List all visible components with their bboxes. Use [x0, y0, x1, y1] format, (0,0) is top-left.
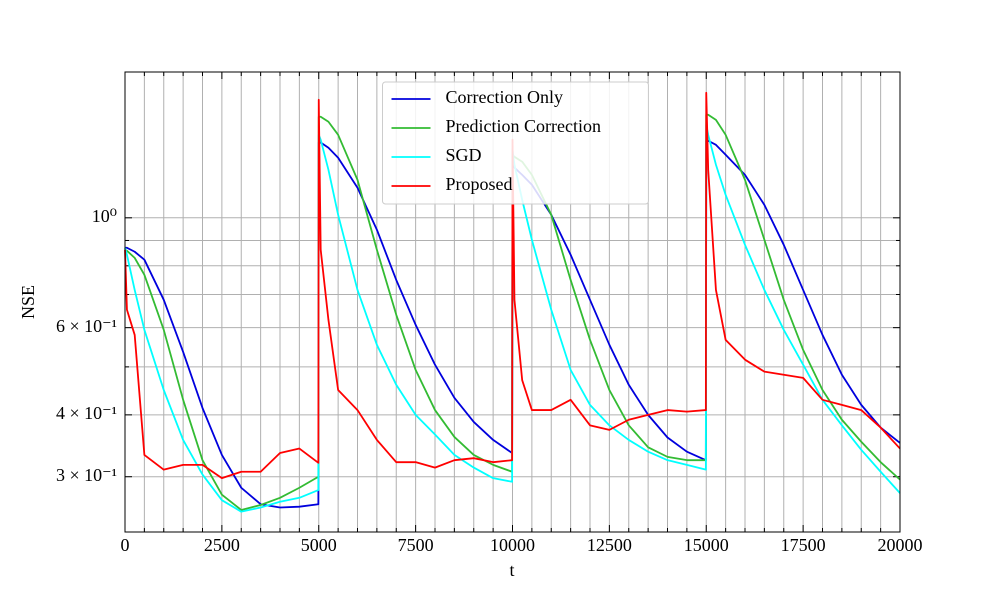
x-axis-label: t [509, 560, 514, 580]
x-tick-label: 7500 [398, 535, 434, 555]
legend-box [382, 81, 649, 205]
y-tick-label: 4 × 10⁻¹ [56, 403, 117, 423]
y-tick-label: 10⁰ [92, 206, 117, 226]
x-tick-label: 17500 [781, 535, 826, 555]
legend-label: Prediction Correction [446, 116, 601, 136]
x-tick-label: 2500 [204, 535, 240, 555]
x-tick-label: 20000 [878, 535, 923, 555]
x-tick-label: 10000 [490, 535, 535, 555]
x-tick-label: 12500 [587, 535, 632, 555]
plot-frame [124, 71, 901, 533]
y-tick-label: 6 × 10⁻¹ [56, 316, 117, 336]
x-tick-label: 15000 [684, 535, 729, 555]
x-tick-label: 0 [121, 535, 130, 555]
series-line [124, 91, 901, 480]
x-tick-label: 5000 [301, 535, 337, 555]
y-tick-label: 3 × 10⁻¹ [56, 465, 117, 485]
legend-label: Proposed [446, 174, 513, 194]
y-axis-label: NSE [18, 285, 38, 319]
legend-label: Correction Only [446, 87, 563, 107]
legend-label: SGD [446, 145, 482, 165]
